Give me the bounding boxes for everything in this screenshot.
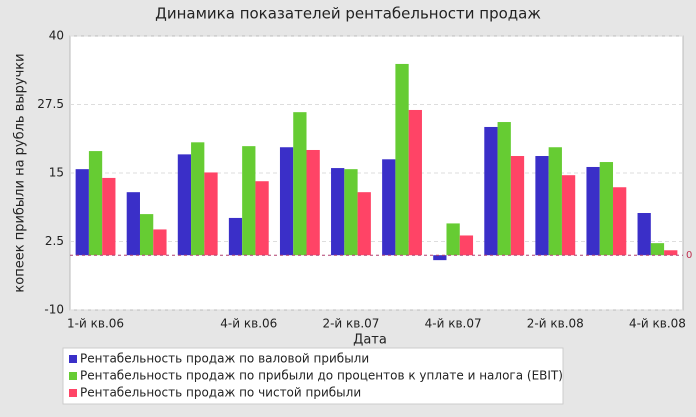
legend-label: Рентабельность продаж по чистой прибыли: [80, 386, 361, 400]
chart-title: Динамика показателей рентабельности прод…: [155, 5, 541, 23]
bar: [395, 63, 409, 256]
y-tick-label: 40: [49, 29, 64, 43]
bar: [228, 217, 243, 256]
y-tick-label: -10: [44, 303, 64, 317]
legend-swatch: [69, 355, 77, 363]
bar: [204, 172, 218, 256]
legend-swatch: [69, 389, 77, 397]
bar: [510, 156, 525, 256]
x-tick-label: 2-й кв.07: [322, 317, 379, 331]
bar: [484, 126, 498, 256]
bar: [357, 192, 371, 256]
bar: [139, 214, 154, 256]
bar: [279, 147, 294, 256]
bar: [561, 175, 576, 256]
bar: [382, 159, 396, 256]
bar: [664, 250, 678, 256]
bar: [586, 166, 600, 256]
x-axis-title: Дата: [353, 333, 387, 348]
bar: [548, 147, 562, 256]
legend-label: Рентабельность продаж по валовой прибыли: [80, 352, 369, 366]
zero-label: 0: [686, 250, 692, 261]
bar: [255, 181, 269, 256]
bar: [344, 169, 358, 256]
bar: [497, 122, 511, 256]
bar: [459, 235, 474, 256]
bar: [613, 187, 627, 256]
y-tick-label: 2.5: [45, 234, 64, 248]
bar: [102, 177, 116, 256]
bar: [88, 151, 103, 256]
x-tick-label: 2-й кв.08: [527, 317, 584, 331]
y-axis-title: копеек прибыли на рубль выручки: [13, 53, 28, 292]
legend-label: Рентабельность продаж по прибыли до проц…: [80, 369, 563, 383]
bar: [331, 168, 345, 256]
bar: [446, 223, 460, 256]
bar: [433, 255, 447, 261]
x-tick-label: 4-й кв.07: [425, 317, 482, 331]
bar: [126, 192, 140, 256]
legend-swatch: [69, 372, 77, 380]
x-tick-label: 4-й кв.08: [629, 317, 686, 331]
y-tick-label: 27.5: [37, 97, 64, 111]
bar: [637, 213, 651, 256]
y-tick-label: 15: [49, 166, 64, 180]
bar: [293, 112, 307, 256]
bar: [650, 243, 665, 256]
bar: [75, 169, 89, 256]
bar: [408, 109, 422, 256]
bar: [177, 154, 192, 256]
plot-area: [69, 35, 684, 311]
bar: [599, 162, 614, 256]
bar: [242, 146, 256, 256]
x-tick-label: 1-й кв.06: [67, 317, 124, 331]
legend: [62, 347, 564, 405]
bar: [306, 149, 320, 256]
bar: [153, 229, 167, 256]
bar: [191, 142, 205, 256]
x-tick-label: 4-й кв.06: [220, 317, 277, 331]
bar: [535, 156, 549, 256]
